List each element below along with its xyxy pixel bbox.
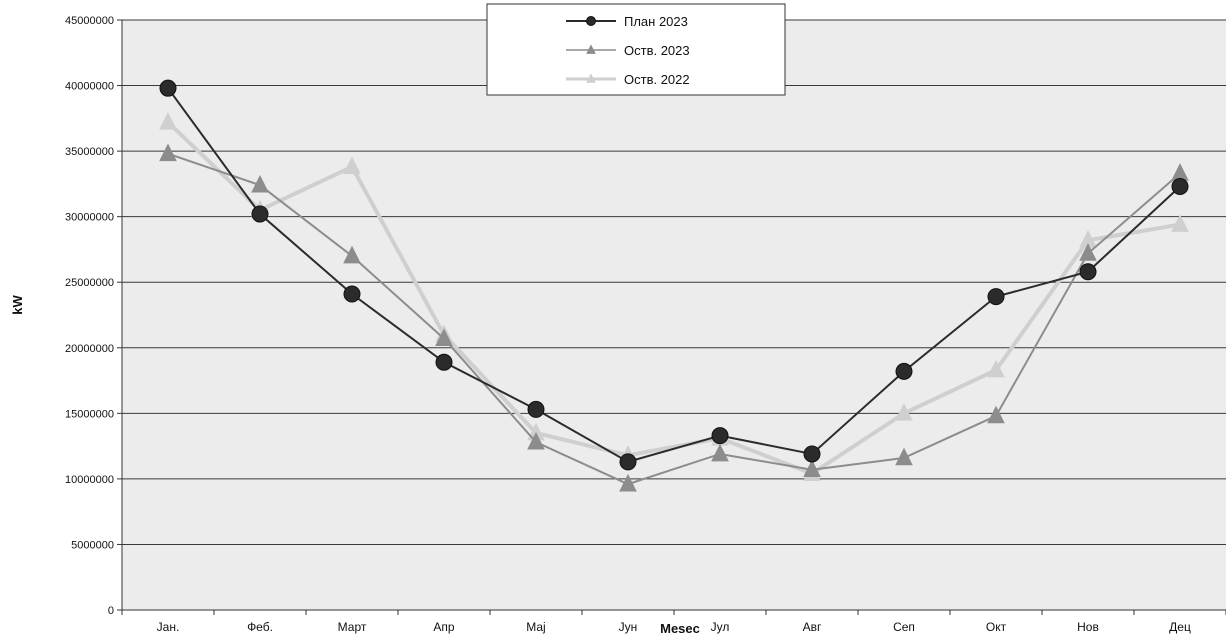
y-tick-label: 0 <box>108 605 114 617</box>
data-point <box>435 353 453 371</box>
legend: План 2023 Оств. 2023 Оств. 2022 <box>486 3 786 96</box>
data-point <box>343 245 361 264</box>
x-tick-label: Јан. <box>157 620 180 634</box>
series-line <box>167 152 1181 486</box>
x-tick-label: Дец <box>1169 620 1191 634</box>
data-point <box>619 473 637 492</box>
series-line <box>167 87 1181 463</box>
legend-item: Оств. 2023 <box>566 43 690 58</box>
data-point <box>895 403 913 421</box>
x-tick-label: Март <box>338 620 367 634</box>
x-tick-label: Сеп <box>893 620 915 634</box>
y-tick-label: 45000000 <box>65 15 114 27</box>
y-axis-ticks: 0 5000000 10000000 15000000 20000000 25000000… <box>65 15 122 617</box>
y-tick-label: 10000000 <box>65 474 114 486</box>
legend-label: План 2023 <box>624 14 688 29</box>
data-point <box>803 445 821 463</box>
y-tick-label: 20000000 <box>65 343 114 355</box>
series-line <box>166 120 1181 476</box>
data-point <box>343 156 361 175</box>
data-point <box>987 405 1005 424</box>
x-tick-label: Авг <box>803 620 822 634</box>
x-tick-label: Нов <box>1077 620 1099 634</box>
x-tick-label: Јул <box>711 620 730 634</box>
series-group <box>159 79 1189 492</box>
legend-items: План 2023 Оств. 2023 Оств. 2022 <box>566 14 690 87</box>
legend-item: Оств. 2022 <box>566 72 690 87</box>
data-point <box>527 400 545 418</box>
y-tick-label: 40000000 <box>65 81 114 93</box>
y-tick-label: 15000000 <box>65 408 114 420</box>
data-point <box>343 285 361 303</box>
data-point <box>895 362 913 380</box>
data-point <box>159 143 177 162</box>
data-point <box>987 288 1005 306</box>
y-tick-label: 5000000 <box>71 539 114 551</box>
x-tick-label: Јун <box>619 620 638 634</box>
data-point <box>435 328 453 346</box>
y-tick-label: 25000000 <box>65 277 114 289</box>
legend-label: Оств. 2022 <box>624 72 690 87</box>
x-tick-label: Апр <box>433 620 455 634</box>
data-point <box>803 459 821 478</box>
legend-item: План 2023 <box>566 14 688 29</box>
data-point <box>251 205 269 223</box>
data-point <box>1079 263 1097 281</box>
y-tick-label: 30000000 <box>65 212 114 224</box>
x-axis-title: Mesec <box>660 621 700 636</box>
data-point <box>1171 214 1189 232</box>
legend-label: Оств. 2023 <box>624 43 690 58</box>
data-point <box>711 427 729 445</box>
legend-marker <box>586 16 596 26</box>
legend-box <box>486 3 786 96</box>
data-point <box>527 431 545 450</box>
x-axis-ticks: Јан. Феб. Март Апр Мај Јун Јул Авг Сеп Окт Нов Дец <box>121 610 1226 634</box>
data-point <box>711 443 729 462</box>
plot-area <box>122 20 1226 610</box>
x-tick-label: Окт <box>986 620 1007 634</box>
data-point <box>895 447 913 466</box>
x-tick-label: Феб. <box>247 620 273 634</box>
legend-marker <box>586 73 596 83</box>
y-axis-title: kW <box>10 295 25 315</box>
series-1 <box>159 79 1189 471</box>
data-point <box>1079 243 1097 261</box>
series-2 <box>159 143 1189 492</box>
legend-marker <box>586 44 596 54</box>
data-point <box>619 453 637 471</box>
data-point <box>987 359 1005 378</box>
data-point <box>251 174 269 193</box>
y-tick-label: 35000000 <box>65 146 114 158</box>
data-point <box>159 112 177 130</box>
x-tick-label: Мај <box>526 620 545 634</box>
data-point <box>1171 178 1189 196</box>
data-point <box>159 79 177 97</box>
